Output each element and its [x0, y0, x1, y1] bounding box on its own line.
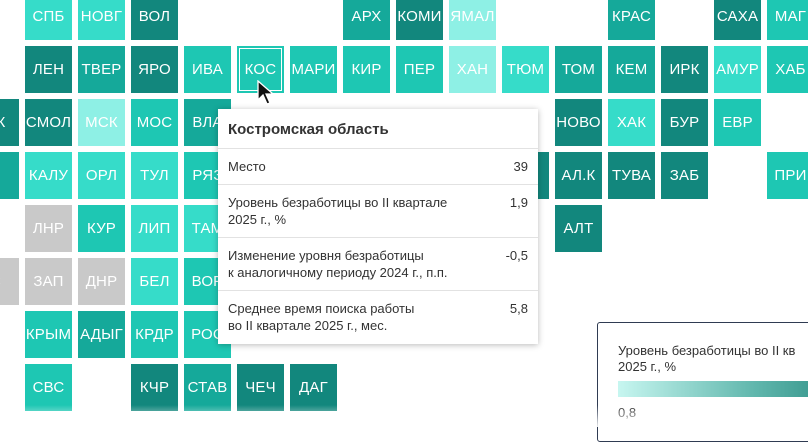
region-tile[interactable]: АДЫГ	[78, 311, 125, 358]
region-tile[interactable]: ТВЕР	[78, 46, 125, 93]
legend-gradient-bar	[618, 381, 808, 397]
region-tile[interactable]: ТЮМ	[502, 46, 549, 93]
region-tile[interactable]: ХАК	[608, 99, 655, 146]
mouse-pointer-icon	[257, 80, 275, 105]
tooltip-row-value: 39	[513, 159, 528, 174]
region-tile[interactable]: НОВГ	[78, 0, 125, 40]
region-tile[interactable]: МОС	[131, 99, 178, 146]
region-tile[interactable]: ЛНР	[25, 205, 72, 252]
tooltip-row-value: 1,9	[509, 195, 528, 210]
region-tile[interactable]: МАРИ	[290, 46, 337, 93]
region-tile[interactable]: ДАГ	[290, 364, 337, 411]
tooltip-row-label: Среднее время поиска работы во II кварта…	[228, 301, 415, 333]
region-tile[interactable]: НОВО	[555, 99, 602, 146]
region-tile[interactable]: АЛ.К	[555, 152, 602, 199]
tooltip-row-value: -0,5	[505, 248, 528, 263]
region-tile[interactable]: СТАВ	[184, 364, 231, 411]
region-tile[interactable]: ЯРО	[131, 46, 178, 93]
region-tile[interactable]: ЕВР	[714, 99, 761, 146]
region-tile[interactable]: ХАБ	[767, 46, 808, 93]
tooltip-row-rank: Место 39	[218, 149, 538, 185]
tooltip-row-label: Изменение уровня безработицы к аналогичн…	[228, 248, 448, 280]
region-tile[interactable]: ТУВА	[608, 152, 655, 199]
region-tile[interactable]: ОРЛ	[78, 152, 125, 199]
region-tile[interactable]: КЧР	[131, 364, 178, 411]
region-tile[interactable]: СМОЛ	[25, 99, 72, 146]
region-tile[interactable]: ЯМАЛ	[449, 0, 496, 40]
legend-title: Уровень безработицы во II кв 2025 г., %	[618, 343, 796, 374]
region-tile[interactable]: ЗАП	[25, 258, 72, 305]
region-tile[interactable]: КУР	[78, 205, 125, 252]
tooltip-row-value: 5,8	[509, 301, 528, 316]
tooltip-row-search-time: Среднее время поиска работы во II кварта…	[218, 291, 538, 343]
region-tile[interactable]: МСК	[78, 99, 125, 146]
region-tile[interactable]: КРЫМ	[25, 311, 72, 358]
region-tile[interactable]: ВОЛ	[131, 0, 178, 40]
region-tile[interactable]: ТОМ	[555, 46, 602, 93]
region-tile[interactable]: ТУЛ	[131, 152, 178, 199]
region-tile[interactable]: КОС	[237, 46, 284, 93]
region-tile[interactable]: ПРИ	[767, 152, 808, 199]
region-tile[interactable]: ЛЕН	[25, 46, 72, 93]
region-tile[interactable]: Я	[0, 152, 19, 199]
region-tile[interactable]: ЛИП	[131, 205, 178, 252]
tooltip-row-label: Уровень безработицы во II квартале 2025 …	[228, 195, 448, 227]
region-tile[interactable]: ЧЕЧ	[237, 364, 284, 411]
region-tile[interactable]: СПБ	[25, 0, 72, 40]
region-tile[interactable]: КРАС	[608, 0, 655, 40]
region-tile[interactable]: АМУР	[714, 46, 761, 93]
tooltip-title: Костромская область	[218, 109, 538, 149]
region-tile[interactable]: ИРК	[661, 46, 708, 93]
region-tile[interactable]: СВС	[25, 364, 72, 411]
region-tile[interactable]: КОМИ	[396, 0, 443, 40]
region-tile[interactable]: ЗАБ	[661, 152, 708, 199]
region-tile[interactable]: САХА	[714, 0, 761, 40]
region-tile[interactable]: КИР	[343, 46, 390, 93]
region-tile[interactable]: БУР	[661, 99, 708, 146]
region-tile[interactable]: БЕЛ	[131, 258, 178, 305]
tooltip-row-label: Место	[228, 159, 266, 174]
tooltip-row-change: Изменение уровня безработицы к аналогичн…	[218, 238, 538, 291]
region-tooltip: Костромская область Место 39 Уровень без…	[218, 109, 538, 344]
legend-min-label: 0,8	[618, 405, 637, 420]
region-tile[interactable]: ДНР	[78, 258, 125, 305]
region-tile[interactable]: АРХ	[343, 0, 390, 40]
region-tile-map: СПБ НОВГ ВОЛ АРХ КОМИ ЯМАЛ КРАС САХА МАГ ЛЕН ТВЕР Я…	[0, 0, 808, 411]
region-tile[interactable]: ИВА	[184, 46, 231, 93]
region-tile[interactable]: С	[0, 258, 19, 305]
region-tile[interactable]: КЕМ	[608, 46, 655, 93]
region-tile[interactable]: КРДР	[131, 311, 178, 358]
region-tile[interactable]: ПЕР	[396, 46, 443, 93]
tooltip-row-unemployment: Уровень безработицы во II квартале 2025 …	[218, 185, 538, 238]
region-tile[interactable]: КАЛУ	[25, 152, 72, 199]
region-tile[interactable]: АЛТ	[555, 205, 602, 252]
region-tile[interactable]: МАГ	[767, 0, 808, 40]
color-legend: Уровень безработицы во II кв 2025 г., % …	[597, 322, 808, 442]
region-tile[interactable]: ХАН	[449, 46, 496, 93]
region-tile[interactable]: СК	[0, 99, 19, 146]
